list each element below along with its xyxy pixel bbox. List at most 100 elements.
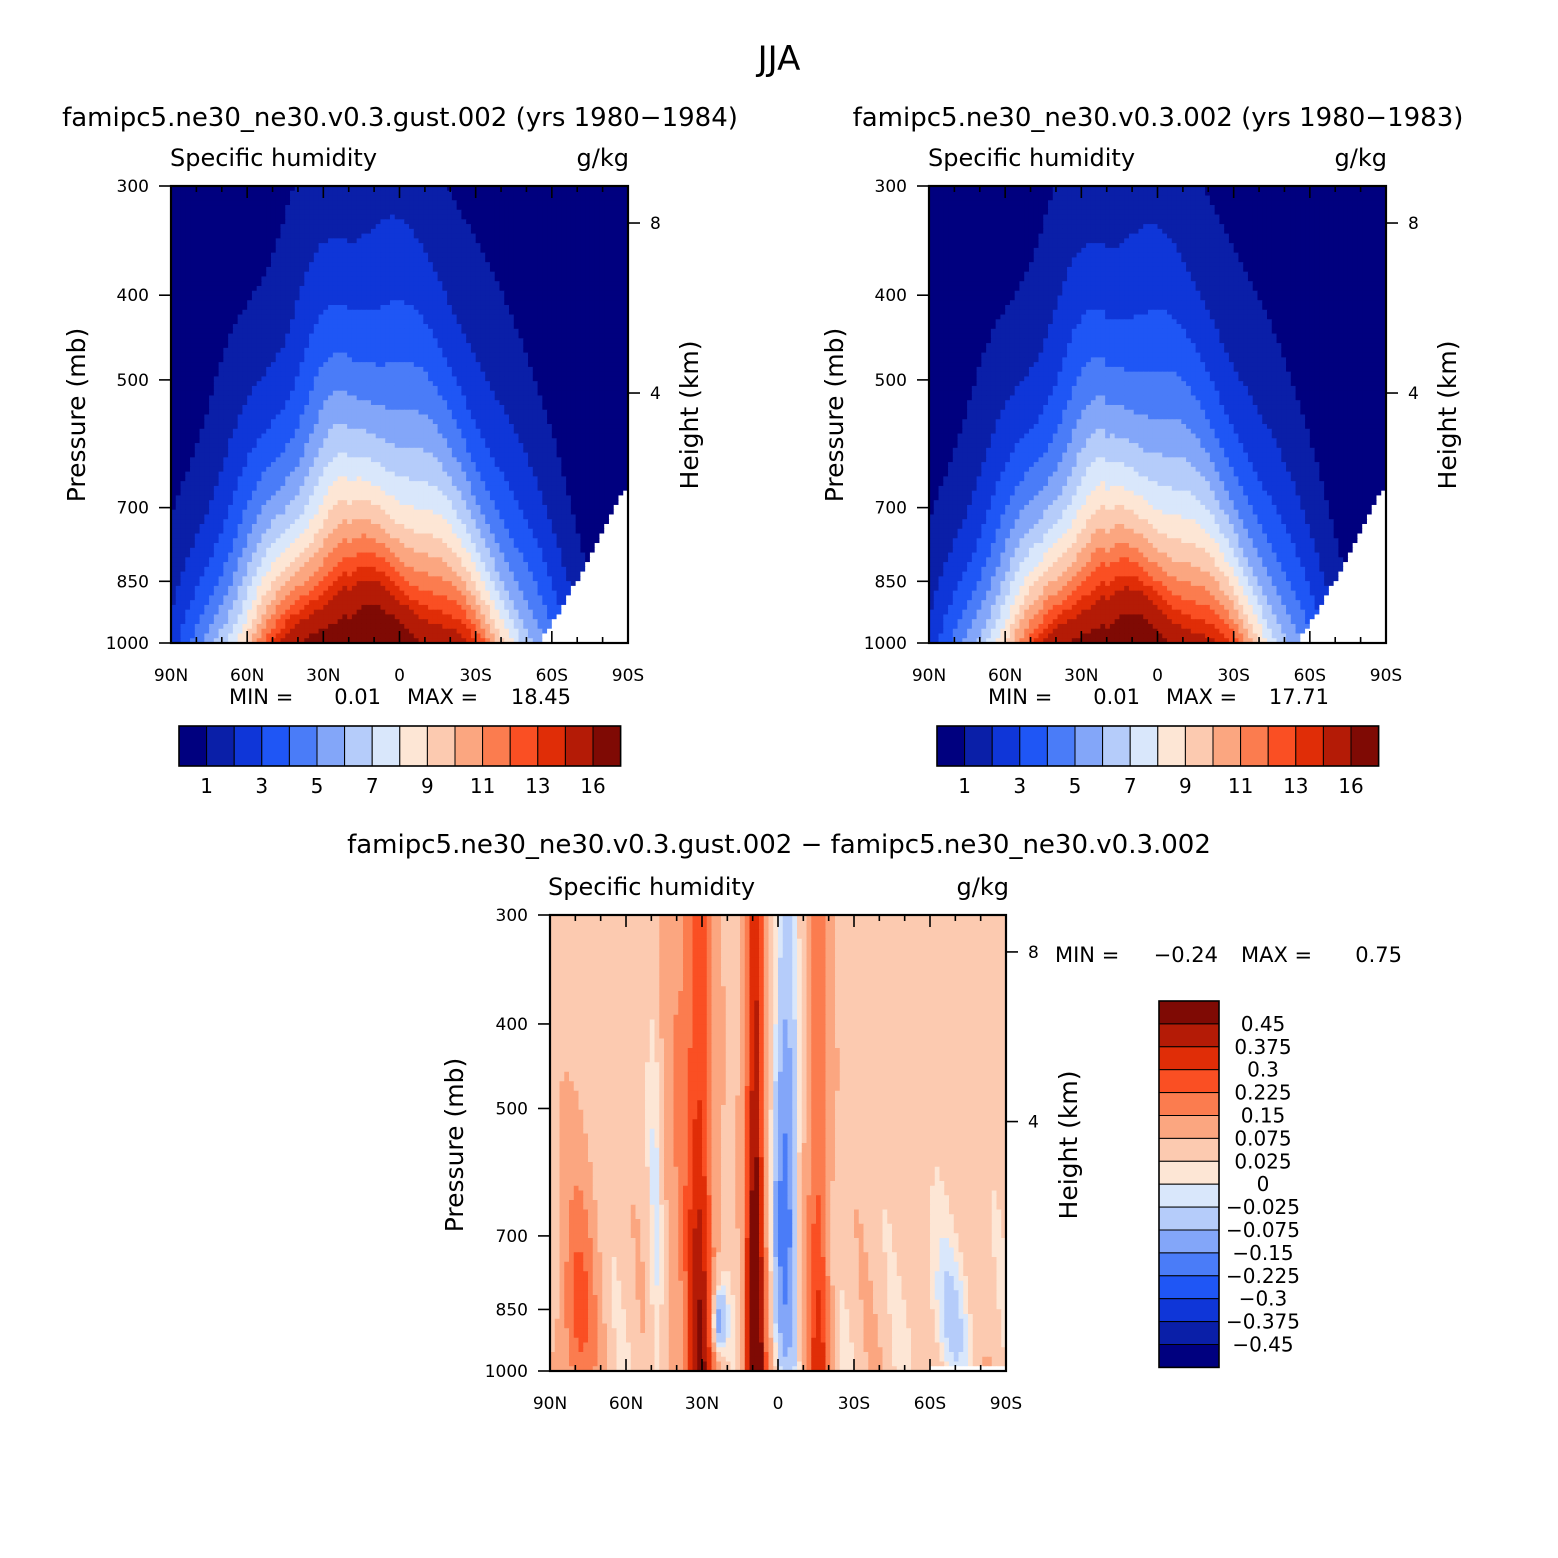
field-cell bbox=[475, 195, 482, 201]
field-cell bbox=[361, 362, 367, 368]
field-cell bbox=[194, 362, 201, 368]
field-cell bbox=[513, 414, 520, 420]
field-cell bbox=[232, 385, 239, 392]
field-cell bbox=[599, 381, 605, 387]
field-cell bbox=[370, 319, 377, 325]
field-cell bbox=[575, 400, 581, 406]
field-cell bbox=[404, 262, 410, 268]
field-cell bbox=[190, 224, 196, 230]
field-cell bbox=[309, 357, 315, 363]
field-cell bbox=[266, 414, 272, 420]
field-cell bbox=[599, 190, 605, 197]
field-cell bbox=[613, 290, 620, 297]
field-cell bbox=[570, 309, 577, 316]
field-cell bbox=[313, 428, 320, 435]
field-cell bbox=[470, 338, 477, 344]
field-cell bbox=[418, 338, 424, 344]
field-cell bbox=[356, 285, 363, 292]
field-cell bbox=[542, 209, 548, 216]
field-cell bbox=[594, 300, 601, 306]
field-cell bbox=[475, 200, 482, 206]
field-cell bbox=[375, 243, 382, 249]
field-cell bbox=[561, 257, 567, 263]
field-cell bbox=[337, 366, 343, 373]
field-cell bbox=[332, 366, 339, 373]
field-cell bbox=[437, 343, 443, 349]
field-cell bbox=[266, 404, 272, 411]
field-cell bbox=[213, 328, 220, 335]
field-cell bbox=[304, 276, 310, 282]
field-cell bbox=[366, 352, 372, 358]
field-cell bbox=[570, 366, 577, 373]
field-cell bbox=[294, 262, 301, 268]
field-cell bbox=[518, 309, 524, 316]
field-cell bbox=[532, 295, 539, 301]
field-cell bbox=[190, 428, 196, 435]
field-cell bbox=[547, 357, 553, 363]
field-cell bbox=[570, 276, 577, 282]
field-cell bbox=[413, 338, 420, 344]
field-cell bbox=[290, 243, 296, 249]
field-cell bbox=[342, 228, 348, 235]
field-cell bbox=[494, 257, 501, 263]
field-cell bbox=[261, 257, 267, 263]
field-cell bbox=[613, 195, 620, 201]
field-cell bbox=[475, 228, 482, 235]
field-cell bbox=[385, 419, 391, 425]
field-cell bbox=[194, 233, 201, 239]
field-cell bbox=[566, 347, 572, 354]
field-cell bbox=[366, 262, 372, 268]
field-cell bbox=[323, 357, 329, 363]
field-cell bbox=[180, 428, 186, 435]
field-cell bbox=[270, 338, 277, 344]
field-cell bbox=[409, 419, 415, 425]
field-cell bbox=[256, 238, 263, 244]
field-cell bbox=[290, 233, 296, 239]
field-cell bbox=[299, 285, 305, 292]
field-cell bbox=[294, 209, 301, 216]
field-cell bbox=[209, 371, 215, 378]
field-cell bbox=[451, 328, 458, 335]
field-cell bbox=[213, 371, 220, 378]
field-cell bbox=[608, 385, 615, 392]
field-cell bbox=[299, 228, 305, 235]
field-cell bbox=[366, 343, 372, 349]
field-cell bbox=[232, 366, 239, 373]
field-cell bbox=[409, 300, 415, 306]
field-cell bbox=[489, 305, 496, 311]
field-cell bbox=[399, 276, 405, 282]
field-cell bbox=[604, 295, 610, 301]
field-cell bbox=[413, 390, 420, 397]
field-cell bbox=[380, 205, 386, 211]
field-cell bbox=[385, 414, 391, 420]
field-cell bbox=[361, 290, 367, 297]
field-cell bbox=[218, 319, 224, 325]
field-cell bbox=[461, 357, 467, 363]
field-cell bbox=[451, 243, 458, 249]
field-cell bbox=[599, 205, 605, 211]
field-cell bbox=[532, 186, 539, 192]
field-cell bbox=[256, 205, 263, 211]
field-cell bbox=[428, 314, 434, 320]
field-cell bbox=[209, 419, 215, 425]
field-cell bbox=[556, 414, 562, 420]
field-cell bbox=[309, 281, 315, 287]
field-cell bbox=[556, 381, 562, 387]
field-cell bbox=[594, 209, 601, 216]
field-cell bbox=[485, 186, 491, 192]
field-cell bbox=[551, 419, 558, 425]
field-cell bbox=[423, 195, 429, 201]
field-cell bbox=[485, 333, 491, 339]
field-cell bbox=[280, 324, 286, 330]
field-cell bbox=[309, 224, 315, 230]
field-cell bbox=[623, 419, 629, 425]
field-cell bbox=[570, 419, 577, 425]
field-cell bbox=[456, 338, 462, 344]
field-cell bbox=[437, 338, 443, 344]
field-cell bbox=[256, 190, 263, 197]
field-cell bbox=[247, 395, 253, 401]
field-cell bbox=[618, 314, 624, 320]
field-cell bbox=[380, 400, 386, 406]
field-cell bbox=[337, 276, 343, 282]
field-cell bbox=[428, 214, 434, 220]
